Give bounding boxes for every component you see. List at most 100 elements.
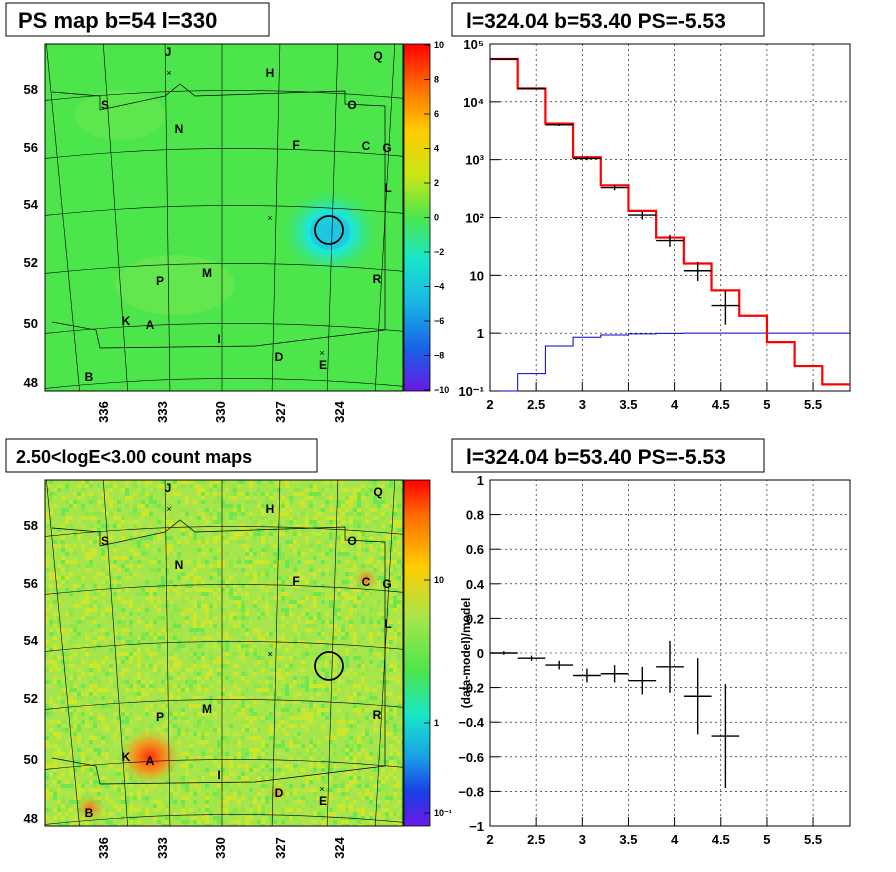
spectrum-xtick-label: 5.5 xyxy=(804,397,822,412)
graticule-lat-line xyxy=(45,584,403,595)
ps-colorbar-tick-label: 4 xyxy=(434,144,439,154)
graticule-lon-line xyxy=(46,44,80,391)
ps-colorbar-tick-label: 2 xyxy=(434,178,439,188)
source-label-k: K xyxy=(122,314,131,328)
residual-xtick-label: 2 xyxy=(486,832,493,847)
source-cross-marker: × xyxy=(319,784,324,794)
count-map-hotspot-b xyxy=(72,792,108,824)
source-label-a: A xyxy=(146,318,155,332)
title-bottom-right: l=324.04 b=53.40 PS=-5.53 xyxy=(451,438,765,473)
source-label-c: C xyxy=(362,575,371,589)
source-label-j: J xyxy=(165,481,172,495)
graticule-lat-line xyxy=(45,263,403,274)
spectrum-ytick-label: 10³ xyxy=(465,153,484,168)
graticule-lat-line xyxy=(45,205,403,216)
residual-ytick-label: 0.2 xyxy=(466,611,484,626)
residual-xtick-label: 5 xyxy=(763,832,770,847)
spectrum-ytick-label: 10⁴ xyxy=(463,95,484,110)
residual-ytick-label: −0.6 xyxy=(458,750,484,765)
residual-xtick-label: 3 xyxy=(579,832,586,847)
count-map-lon-ticks: 336 333 330 327 324 xyxy=(96,836,347,858)
residual-ticks: 2 2.5 3 3.5 4 4.5 5 5.5 −1 −0.8 −0.6 −0.4 −0.2 0 0.2 0.… xyxy=(458,473,822,847)
residual-ytick-label: 0 xyxy=(477,646,484,661)
source-label-m: M xyxy=(202,702,212,716)
source-label-g: G xyxy=(382,141,391,155)
ps-map-lat-ticks: 48 50 52 54 56 58 xyxy=(24,82,39,390)
spectrum-ticks: 2 2.5 3 3.5 4 4.5 5 5.5 10⁻¹ 1 10 10² 10³ 10⁴ 10⁵ xyxy=(458,37,822,412)
spectrum-ytick-label: 10⁻¹ xyxy=(458,384,484,399)
residual-xtick-label: 5.5 xyxy=(804,832,822,847)
lat-tick-label: 50 xyxy=(24,752,38,767)
spectrum-ytick-label: 10⁵ xyxy=(463,37,484,52)
count-colorbar-tick-label: 1 xyxy=(434,718,439,728)
ps-colorbar-tick-label: −10 xyxy=(434,385,449,395)
source-cross-marker: × xyxy=(267,649,272,659)
title-bottom-right-text: l=324.04 b=53.40 PS=-5.53 xyxy=(466,446,726,469)
count-map-lat-ticks: 48 50 52 54 56 58 xyxy=(24,518,39,826)
residual-ytick-label: −0.4 xyxy=(458,715,484,730)
source-label-o: O xyxy=(347,98,356,112)
count-map-hotspot-a xyxy=(116,727,184,787)
source-label-c: C xyxy=(362,139,371,153)
lat-tick-label: 56 xyxy=(24,140,38,155)
title-top-right: l=324.04 b=53.40 PS=-5.53 xyxy=(451,2,765,37)
graticule-lon-line xyxy=(326,44,339,391)
source-label-d: D xyxy=(275,350,284,364)
residual-ytick-label: −1 xyxy=(469,819,484,834)
graticule-lat-line xyxy=(45,323,403,334)
graticule-lat-line xyxy=(45,526,403,537)
ps-colorbar-tick-label: −2 xyxy=(434,247,444,257)
graticule-lon-line xyxy=(164,480,171,826)
source-label-a: A xyxy=(146,754,155,768)
source-label-d: D xyxy=(275,786,284,800)
source-label-q: Q xyxy=(373,485,382,499)
source-label-p: P xyxy=(156,710,164,724)
lat-tick-label: 58 xyxy=(24,82,38,97)
ps-map-grid xyxy=(45,44,403,391)
graticule-lon-line xyxy=(271,480,281,826)
graticule-lon-line xyxy=(164,44,171,391)
ps-colorbar-ticks: 10 8 6 4 2 0 −2 −4 −6 −8 −10 xyxy=(424,40,449,395)
residual-xtick-label: 4.5 xyxy=(712,832,730,847)
graticule-lon-line xyxy=(102,44,129,391)
source-label-l: L xyxy=(384,617,391,631)
source-label-g: G xyxy=(382,577,391,591)
ps-colorbar-tick-label: 8 xyxy=(434,75,439,85)
source-label-q: Q xyxy=(373,49,382,63)
title-top-right-text: l=324.04 b=53.40 PS=-5.53 xyxy=(466,10,726,33)
title-bottom-left-text: 2.50<logE<3.00 count maps xyxy=(16,447,252,467)
title-top-left: PS map b=54 l=330 xyxy=(5,2,270,37)
residual-ytick-label: −0.2 xyxy=(458,681,484,696)
count-map-pixels xyxy=(45,480,403,826)
source-label-k: K xyxy=(122,750,131,764)
lon-tick-label: 333 xyxy=(155,837,170,859)
source-label-n: N xyxy=(175,558,184,572)
lon-tick-label: 336 xyxy=(96,837,111,859)
residual-ytick-label: 1 xyxy=(477,473,484,488)
lat-tick-label: 52 xyxy=(24,691,38,706)
source-label-n: N xyxy=(175,122,184,136)
count-map-target-circle xyxy=(314,651,344,681)
source-label-h: H xyxy=(266,66,275,80)
ps-colorbar-tick-label: 0 xyxy=(434,213,439,223)
source-cross-marker: × xyxy=(267,213,272,223)
source-label-p: P xyxy=(156,274,164,288)
residual-panel: 2 2.5 3 3.5 4 4.5 5 5.5 −1 −0.8 −0.6 −0.4 −0.2 0 0.2 0.… xyxy=(458,473,851,847)
ps-colorbar-tick-label: −6 xyxy=(434,316,444,326)
spectrum-ytick-label: 10 xyxy=(470,268,484,283)
source-label-h: H xyxy=(266,502,275,516)
lat-tick-label: 48 xyxy=(24,811,38,826)
lat-tick-label: 50 xyxy=(24,316,38,331)
spectrum-marks xyxy=(490,57,850,392)
lat-tick-label: 48 xyxy=(24,375,38,390)
spectrum-panel: 2 2.5 3 3.5 4 4.5 5 5.5 10⁻¹ 1 10 10² 10³ 10⁴ 10⁵ xyxy=(458,37,851,412)
lat-tick-label: 58 xyxy=(24,518,38,533)
count-colorbar xyxy=(403,479,431,827)
source-label-r: R xyxy=(373,272,382,286)
lon-tick-label: 327 xyxy=(273,401,288,423)
lat-tick-label: 54 xyxy=(24,197,39,212)
graticule-lon-line xyxy=(271,44,281,391)
